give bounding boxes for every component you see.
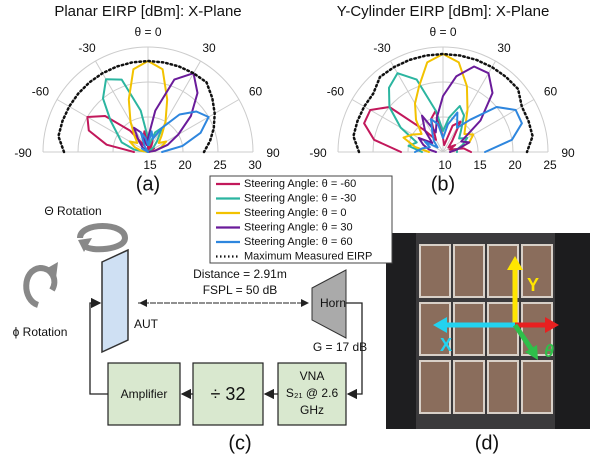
photo-tile (453, 360, 485, 414)
theta-rotation-label: Θ Rotation (44, 204, 101, 218)
series-line (363, 106, 472, 153)
theta-tick-label: -30 (373, 41, 391, 55)
r-tick-label: 10 (438, 158, 452, 172)
theta-tick-label: θ = 0 (429, 25, 456, 39)
photo-tile (419, 360, 451, 414)
series-line (352, 52, 534, 154)
axis-label: Y (527, 275, 539, 295)
legend-box (209, 175, 393, 264)
rotation-arrow (23, 264, 58, 308)
series-line (388, 72, 469, 153)
photo-tile (487, 360, 519, 414)
horn (311, 269, 347, 339)
connector (89, 297, 108, 395)
grid-spoke (56, 99, 149, 153)
theta-tick-label: 60 (249, 85, 263, 99)
r-tick-label: 20 (508, 158, 522, 172)
series-line (417, 65, 494, 153)
caption: (a) (136, 173, 160, 195)
photo-foam (555, 233, 590, 429)
connector (346, 302, 363, 400)
series-line (102, 78, 163, 153)
chart-title: Planar EIRP [dBm]: X-Plane (54, 3, 241, 20)
r-tick-label: 20 (178, 158, 192, 172)
legend-label: Maximum Measured EIRP (244, 250, 372, 262)
caption: (c) (228, 432, 251, 454)
caption: (d) (475, 432, 499, 454)
grid-spoke (147, 60, 201, 153)
legend-label: Steering Angle: θ = -30 (244, 192, 356, 204)
theta-tick-label: -90 (14, 146, 32, 160)
rotation-arrow-head (78, 238, 92, 252)
theta-tick-label: 60 (544, 85, 558, 99)
aut-label: AUT (134, 317, 159, 331)
r-tick-label: 25 (213, 158, 227, 172)
rotation-arrow-head (44, 262, 58, 278)
fspl-label: FSPL = 50 dB (203, 283, 278, 297)
axis-arrow-head (545, 317, 559, 333)
grid-spoke (147, 99, 240, 153)
series-line (133, 72, 199, 153)
grid-spoke (442, 60, 496, 153)
axis-label: θ (544, 341, 554, 361)
series-line (139, 110, 210, 153)
aut-panel (101, 248, 129, 354)
photo-tile (521, 360, 553, 414)
phi-rotation-label: ϕ Rotation (13, 325, 68, 339)
legend-label: Steering Angle: θ = 0 (244, 207, 346, 219)
theta-tick-label: θ = 0 (134, 25, 161, 39)
rotation-arrow (77, 223, 129, 253)
photo-tile (419, 244, 451, 298)
theta-tick-label: 90 (266, 146, 280, 160)
caption: (b) (431, 173, 455, 195)
amplifier-label: Amplifier (121, 387, 168, 401)
grid-spoke (95, 60, 149, 153)
r-tick-label: 15 (143, 158, 157, 172)
theta-tick-label: -30 (78, 41, 96, 55)
horn-label: Horn (320, 296, 346, 310)
legend-label: Steering Angle: θ = 30 (244, 221, 353, 233)
axis-arrow-head (525, 345, 538, 360)
vna-box (277, 362, 347, 426)
axis-label: X (440, 335, 452, 355)
legend-label: Steering Angle: θ = 60 (244, 236, 353, 248)
divider-label: ÷ 32 (211, 384, 246, 404)
series-line (414, 106, 523, 153)
vna-label: GHz (300, 403, 324, 417)
photo-foam (386, 233, 416, 429)
r-tick-label: 25 (543, 158, 557, 172)
block-diagram: Θ Rotation ϕ Rotation AUT Distance = 2.9… (13, 204, 368, 454)
photo-tile (453, 302, 485, 356)
r-tick-label: 15 (473, 158, 487, 172)
theta-tick-label: 90 (561, 146, 575, 160)
theta-tick-label: -60 (327, 85, 345, 99)
vna-label: VNA (300, 369, 325, 383)
axis-arrow (512, 323, 535, 352)
photo-tile (521, 244, 553, 298)
theta-tick-label: -90 (309, 146, 327, 160)
gain-label: G = 17 dB (313, 340, 367, 354)
divider-box (192, 362, 264, 426)
legend-label: Steering Angle: θ = -60 (244, 178, 356, 190)
theta-tick-label: -60 (32, 85, 50, 99)
theta-tick-label: 30 (497, 41, 511, 55)
series-line (57, 59, 216, 154)
theta-tick-label: 30 (202, 41, 216, 55)
photo-tile (453, 244, 485, 298)
grid-spoke (442, 99, 535, 153)
axis-arrow-head (433, 317, 447, 333)
r-tick-label: 30 (248, 158, 262, 172)
axis-arrow-head (507, 256, 523, 270)
legend: Steering Angle: θ = -60 Steering Angle: θ… (209, 175, 393, 264)
vna-label: S₂₁ @ 2.6 (286, 386, 339, 400)
photo: Y X θ (d) (386, 233, 590, 454)
chart-title: Y-Cylinder EIRP [dBm]: X-Plane (337, 3, 550, 20)
distance-label: Distance = 2.91m (193, 267, 287, 281)
